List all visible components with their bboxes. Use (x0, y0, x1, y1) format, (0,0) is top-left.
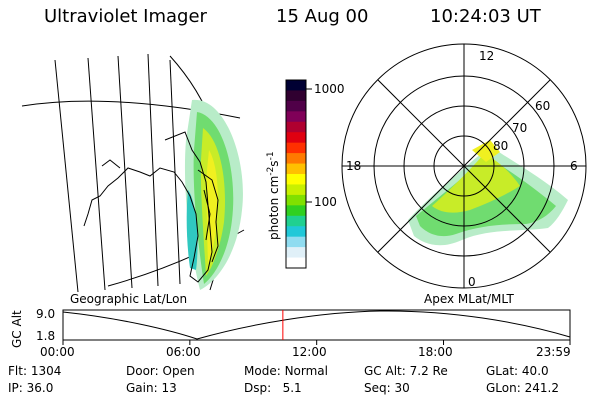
info-seq: Seq: 30 (364, 381, 410, 395)
colorbar-stripe (286, 100, 306, 112)
colorbar-stripe (286, 174, 306, 185)
info-gain: Gain: 13 (126, 381, 177, 395)
polar-label-6: 6 (570, 159, 578, 173)
colorbar-stripe (286, 247, 306, 259)
timeline-y-label: GC Alt (10, 310, 24, 348)
colorbar-stripe (286, 236, 306, 248)
info-door: Door: Open (126, 364, 195, 378)
colorbar-stripe (286, 80, 306, 91)
info-gcalt: GC Alt: 7.2 Re (364, 364, 448, 378)
polar-lat-label-60: 60 (535, 99, 550, 113)
colorbar-stripe (286, 215, 306, 227)
polar-label-12: 12 (479, 49, 494, 63)
colorbar-stripe (286, 184, 306, 196)
colorbar-stripe (286, 163, 306, 175)
timeline-frame (62, 309, 571, 341)
aurora-emission-polar (408, 140, 568, 246)
altitude-curve (62, 310, 571, 340)
polar-lat-label-80: 80 (493, 139, 508, 153)
svg-text:photon cm-2s-1: photon cm-2s-1 (266, 151, 281, 240)
colorbar-unit-label: photon cm-2s-1 (266, 151, 281, 240)
colorbar-stripe (286, 153, 306, 165)
info-glon: GLon: 241.2 (486, 381, 559, 395)
info-dsp: Dsp: 5.1 (244, 381, 302, 395)
instrument-title: Ultraviolet Imager (44, 6, 207, 27)
timeline-tick-2359: 23:59 (536, 345, 571, 359)
colorbar-stripe (286, 257, 306, 269)
colorbar-stripe (286, 205, 306, 217)
info-flt: Flt: 1304 (8, 364, 62, 378)
info-mode: Mode: Normal (244, 364, 328, 378)
colorbar-stripe (286, 121, 306, 133)
aurora-emission-left (184, 99, 243, 291)
timeline-tick-1800: 18:00 (418, 345, 453, 359)
geographic-caption: Geographic Lat/Lon (70, 292, 188, 306)
colorbar-stripe (286, 132, 306, 144)
timeline-y-low: 1.8 (36, 329, 55, 343)
colorbar-stripe (286, 90, 306, 102)
timeline-tick-1200: 12:00 (292, 345, 327, 359)
polar-label-18: 18 (346, 159, 361, 173)
timeline-tick-0600: 06:00 (166, 345, 201, 359)
colorbar-tick-1000: 1000 (314, 82, 345, 96)
timeline-y-high: 9.0 (36, 307, 55, 321)
colorbar-stripe (286, 226, 306, 238)
polar-label-0: 0 (468, 275, 476, 289)
polar-lat-label-70: 70 (512, 121, 527, 135)
header-date: 15 Aug 00 (276, 6, 369, 27)
colorbar-stripe (286, 142, 306, 154)
header-time: 10:24:03 UT (430, 6, 541, 27)
colorbar-stripe (286, 194, 306, 206)
info-ip: IP: 36.0 (8, 381, 54, 395)
info-glat: GLat: 40.0 (486, 364, 549, 378)
apex-caption: Apex MLat/MLT (424, 292, 514, 306)
colorbar-tick-100: 100 (314, 195, 337, 209)
colorbar-stripe (286, 111, 306, 123)
timeline-tick-0000: 00:00 (40, 345, 75, 359)
